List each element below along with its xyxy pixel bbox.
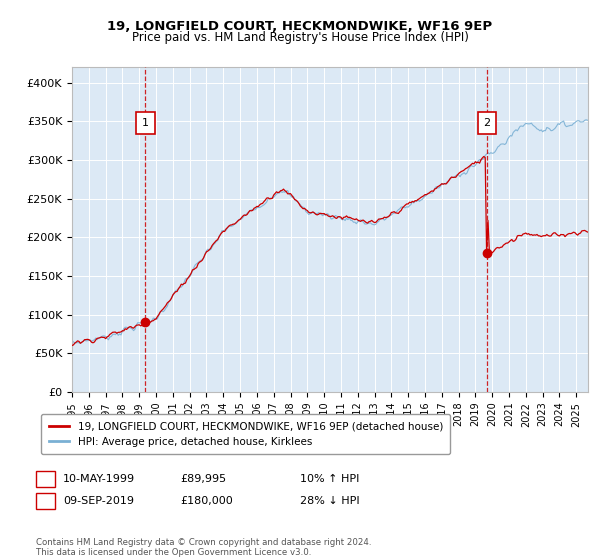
Text: £89,995: £89,995 <box>180 474 226 484</box>
Text: 1: 1 <box>142 118 149 128</box>
Bar <box>478 112 496 134</box>
Text: Contains HM Land Registry data © Crown copyright and database right 2024.
This d: Contains HM Land Registry data © Crown c… <box>36 538 371 557</box>
Text: 2: 2 <box>42 496 49 506</box>
Text: Price paid vs. HM Land Registry's House Price Index (HPI): Price paid vs. HM Land Registry's House … <box>131 31 469 44</box>
Text: 19, LONGFIELD COURT, HECKMONDWIKE, WF16 9EP: 19, LONGFIELD COURT, HECKMONDWIKE, WF16 … <box>107 20 493 32</box>
Text: 09-SEP-2019: 09-SEP-2019 <box>63 496 134 506</box>
Text: 28% ↓ HPI: 28% ↓ HPI <box>300 496 359 506</box>
Legend: 19, LONGFIELD COURT, HECKMONDWIKE, WF16 9EP (detached house), HPI: Average price: 19, LONGFIELD COURT, HECKMONDWIKE, WF16 … <box>41 414 451 454</box>
Text: 10% ↑ HPI: 10% ↑ HPI <box>300 474 359 484</box>
Text: 10-MAY-1999: 10-MAY-1999 <box>63 474 135 484</box>
Text: 2: 2 <box>484 118 491 128</box>
Text: 1: 1 <box>42 474 49 484</box>
Bar <box>136 112 155 134</box>
Text: £180,000: £180,000 <box>180 496 233 506</box>
